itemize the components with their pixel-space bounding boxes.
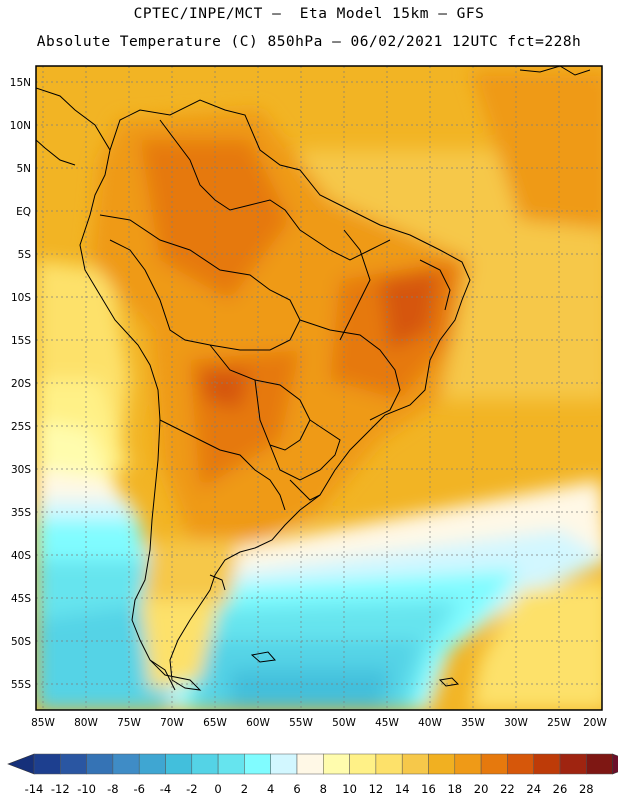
- lon-label: 75W: [117, 717, 141, 729]
- colorbar-label: -12: [51, 782, 70, 796]
- coastlines: [36, 66, 591, 691]
- lat-label: 55S: [11, 679, 31, 691]
- colorbar-swatch: [217, 753, 245, 775]
- colorbar-label: 10: [342, 782, 357, 796]
- colorbar-label: 18: [447, 782, 462, 796]
- colorbar-swatch: [533, 753, 561, 775]
- temperature-field: [36, 66, 602, 710]
- lat-label: 5N: [16, 163, 31, 175]
- colorbar-swatch: [480, 753, 508, 775]
- colorbar-swatch: [349, 753, 377, 775]
- colorbar-label: 24: [526, 782, 541, 796]
- lon-label: 25W: [547, 717, 571, 729]
- map-title: CPTEC/INPE/MCT – Eta Model 15km – GFS: [133, 6, 485, 22]
- colorbar-swatch: [454, 753, 482, 775]
- colorbar-legend: -14 -12 -10 -8 -6 -4 -2 0 2 4 6 8 10 12 14 16 18 20 22 24 26…: [7, 753, 618, 796]
- lat-label: 20S: [11, 378, 31, 390]
- latitude-labels: 15N 10N 5N EQ 5S 10S 15S 20S 25S 30S 35S…: [10, 77, 32, 691]
- colorbar-swatch: [191, 753, 219, 775]
- lat-label: 10N: [10, 120, 31, 132]
- lat-label: 30S: [11, 464, 31, 476]
- colorbar-swatch: [112, 753, 140, 775]
- colorbar-swatch: [138, 753, 166, 775]
- colorbar-swatch: [375, 753, 403, 775]
- colorbar-swatch: [428, 753, 456, 775]
- colorbar-label: 2: [241, 782, 248, 796]
- lon-label: 40W: [418, 717, 442, 729]
- colorbar-label: 4: [267, 782, 274, 796]
- colorbar-label: 6: [293, 782, 300, 796]
- colorbar-swatch: [270, 753, 298, 775]
- lat-label: 40S: [11, 550, 31, 562]
- lon-label: 55W: [289, 717, 313, 729]
- longitude-labels: 85W 80W 75W 70W 65W 60W 55W 50W 45W 40W …: [31, 717, 607, 729]
- colorbar-label: -10: [77, 782, 96, 796]
- lon-label: 50W: [332, 717, 356, 729]
- lat-label: 15S: [11, 335, 31, 347]
- lon-label: 30W: [504, 717, 528, 729]
- lat-label: 15N: [10, 77, 31, 89]
- colorbar-max-arrow: [612, 753, 618, 775]
- colorbar-label: 26: [553, 782, 568, 796]
- colorbar-label: 20: [474, 782, 489, 796]
- colorbar-swatch: [559, 753, 587, 775]
- lon-label: 35W: [461, 717, 485, 729]
- colorbar-swatch: [401, 753, 429, 775]
- lat-label: 35S: [11, 507, 31, 519]
- colorbar-swatches: [7, 753, 618, 775]
- colorbar-swatch: [586, 753, 613, 775]
- colorbar-swatch: [165, 753, 193, 775]
- colorbar-label: -2: [186, 782, 197, 796]
- lon-label: 70W: [160, 717, 184, 729]
- colorbar-swatch: [507, 753, 534, 775]
- lat-label: 5S: [18, 249, 32, 261]
- colorbar-swatch: [244, 753, 271, 775]
- colorbar-swatch: [33, 753, 61, 775]
- map-subtitle: Absolute Temperature (C) 850hPa – 06/02/…: [36, 34, 582, 50]
- lat-label: 25S: [11, 421, 31, 433]
- lon-label: 60W: [246, 717, 270, 729]
- lat-label: 50S: [11, 636, 31, 648]
- lon-label: 20W: [583, 717, 607, 729]
- lon-label: 80W: [74, 717, 98, 729]
- colorbar-label: -14: [25, 782, 44, 796]
- colorbar-label: 22: [500, 782, 515, 796]
- lat-label: 45S: [11, 593, 31, 605]
- colorbar-swatch: [60, 753, 87, 775]
- map-frame: [35, 65, 603, 711]
- colorbar-label: -8: [107, 782, 118, 796]
- lon-label: 45W: [375, 717, 399, 729]
- lon-label: 85W: [31, 717, 55, 729]
- colorbar-swatch: [296, 753, 324, 775]
- lat-label: EQ: [16, 206, 31, 218]
- colorbar-label: -6: [133, 782, 144, 796]
- colorbar-label: 0: [214, 782, 221, 796]
- colorbar-label: 14: [395, 782, 410, 796]
- colorbar-label: 16: [421, 782, 436, 796]
- colorbar-min-arrow: [7, 753, 35, 775]
- colorbar-swatch: [86, 753, 114, 775]
- colorbar-label: 8: [320, 782, 327, 796]
- colorbar-label: -4: [160, 782, 171, 796]
- lat-label: 10S: [11, 292, 31, 304]
- colorbar-labels: -14 -12 -10 -8 -6 -4 -2 0 2 4 6 8 10 12 14 16 18 20 22 24 26…: [25, 782, 594, 796]
- lon-label: 65W: [203, 717, 227, 729]
- colorbar-swatch: [323, 753, 350, 775]
- colorbar-label: 28: [579, 782, 594, 796]
- colorbar-label: 12: [369, 782, 384, 796]
